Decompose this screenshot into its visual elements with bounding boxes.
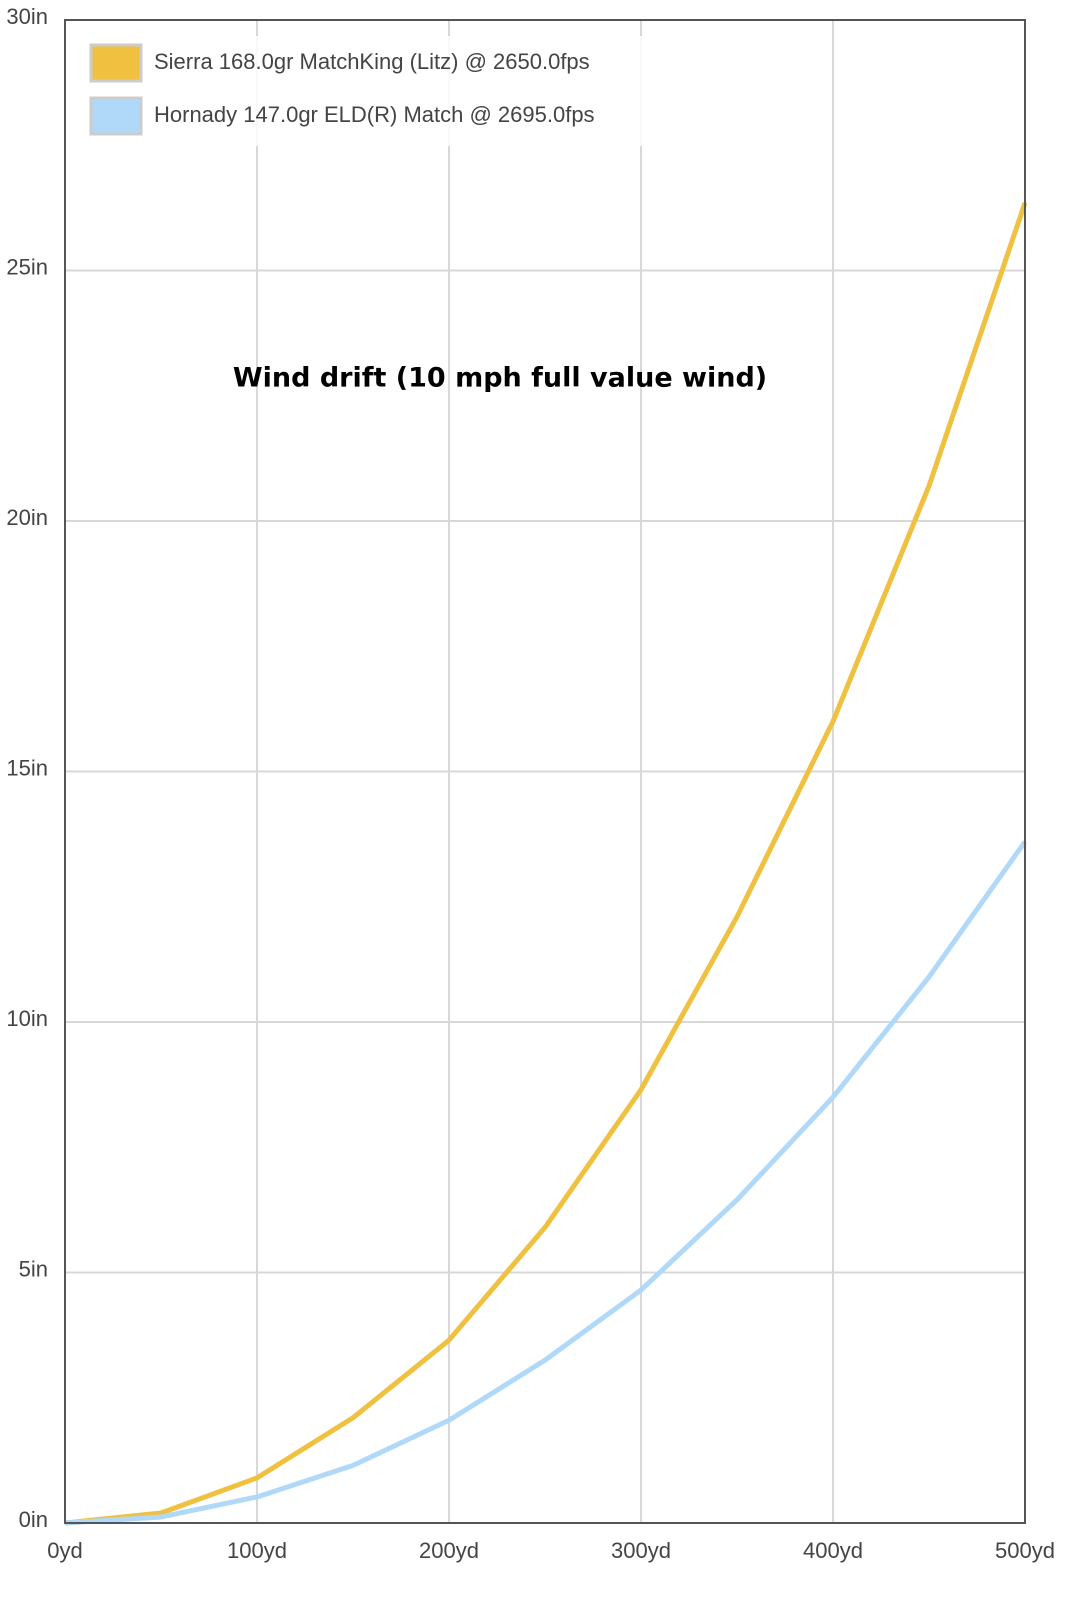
x-tick-label: 500yd [995, 1538, 1055, 1563]
legend-label: Hornady 147.0gr ELD(R) Match @ 2695.0fps [154, 102, 595, 127]
legend-background [84, 36, 664, 146]
y-tick-label: 20in [6, 505, 48, 530]
y-tick-label: 10in [6, 1006, 48, 1031]
legend-label: Sierra 168.0gr MatchKing (Litz) @ 2650.0… [154, 49, 590, 74]
y-tick-label: 5in [19, 1256, 48, 1281]
legend-swatch [89, 43, 143, 83]
x-tick-label: 0yd [47, 1538, 82, 1563]
series-line [64, 840, 1028, 1526]
grid [64, 19, 1026, 1524]
chart-title: Wind drift (10 mph full value wind) [233, 363, 767, 394]
y-tick-label: 30in [6, 4, 48, 29]
x-tick-label: 200yd [419, 1538, 479, 1563]
x-tick-label: 100yd [227, 1538, 287, 1563]
plot-frame [64, 19, 1026, 1524]
y-tick-label: 25in [6, 254, 48, 279]
series-line [64, 202, 1028, 1526]
legend: Sierra 168.0gr MatchKing (Litz) @ 2650.0… [84, 36, 664, 146]
legend-swatch [89, 96, 143, 136]
lines [64, 202, 1028, 1526]
x-tick-label: 300yd [611, 1538, 671, 1563]
x-tick-label: 400yd [803, 1538, 863, 1563]
y-tick-label: 15in [6, 755, 48, 780]
y-tick-label: 0in [19, 1507, 48, 1532]
